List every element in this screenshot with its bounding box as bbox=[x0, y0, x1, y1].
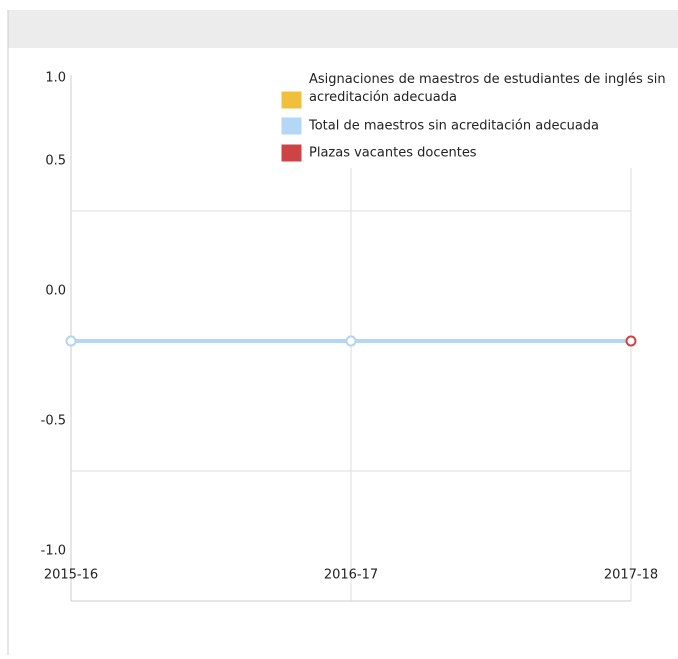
legend-swatch bbox=[280, 143, 303, 163]
point bbox=[625, 335, 637, 347]
legend-label: Total de maestros sin acreditación adecu… bbox=[308, 119, 599, 134]
legend-label: Plazas vacantes docentes bbox=[309, 146, 477, 161]
legend-label: Asignaciones de maestros de estudiantes … bbox=[309, 72, 666, 105]
point bbox=[345, 335, 357, 347]
y-tick-label: 1.0 bbox=[45, 71, 66, 86]
legend-bg bbox=[278, 68, 678, 168]
y-tick-label: -1.0 bbox=[41, 544, 66, 559]
x-tick-label: 2016-17 bbox=[324, 568, 378, 583]
y-tick-label: 0.0 bbox=[45, 284, 66, 299]
legend-swatch bbox=[280, 90, 303, 110]
header-bar bbox=[8, 10, 678, 48]
x-tick-label: 2015-16 bbox=[44, 568, 98, 583]
x-tick-label: 2017-18 bbox=[604, 568, 658, 583]
legend-swatch bbox=[280, 116, 303, 136]
y-tick-label: -0.5 bbox=[41, 414, 66, 429]
y-tick-label: 0.5 bbox=[45, 154, 66, 169]
point bbox=[65, 335, 77, 347]
